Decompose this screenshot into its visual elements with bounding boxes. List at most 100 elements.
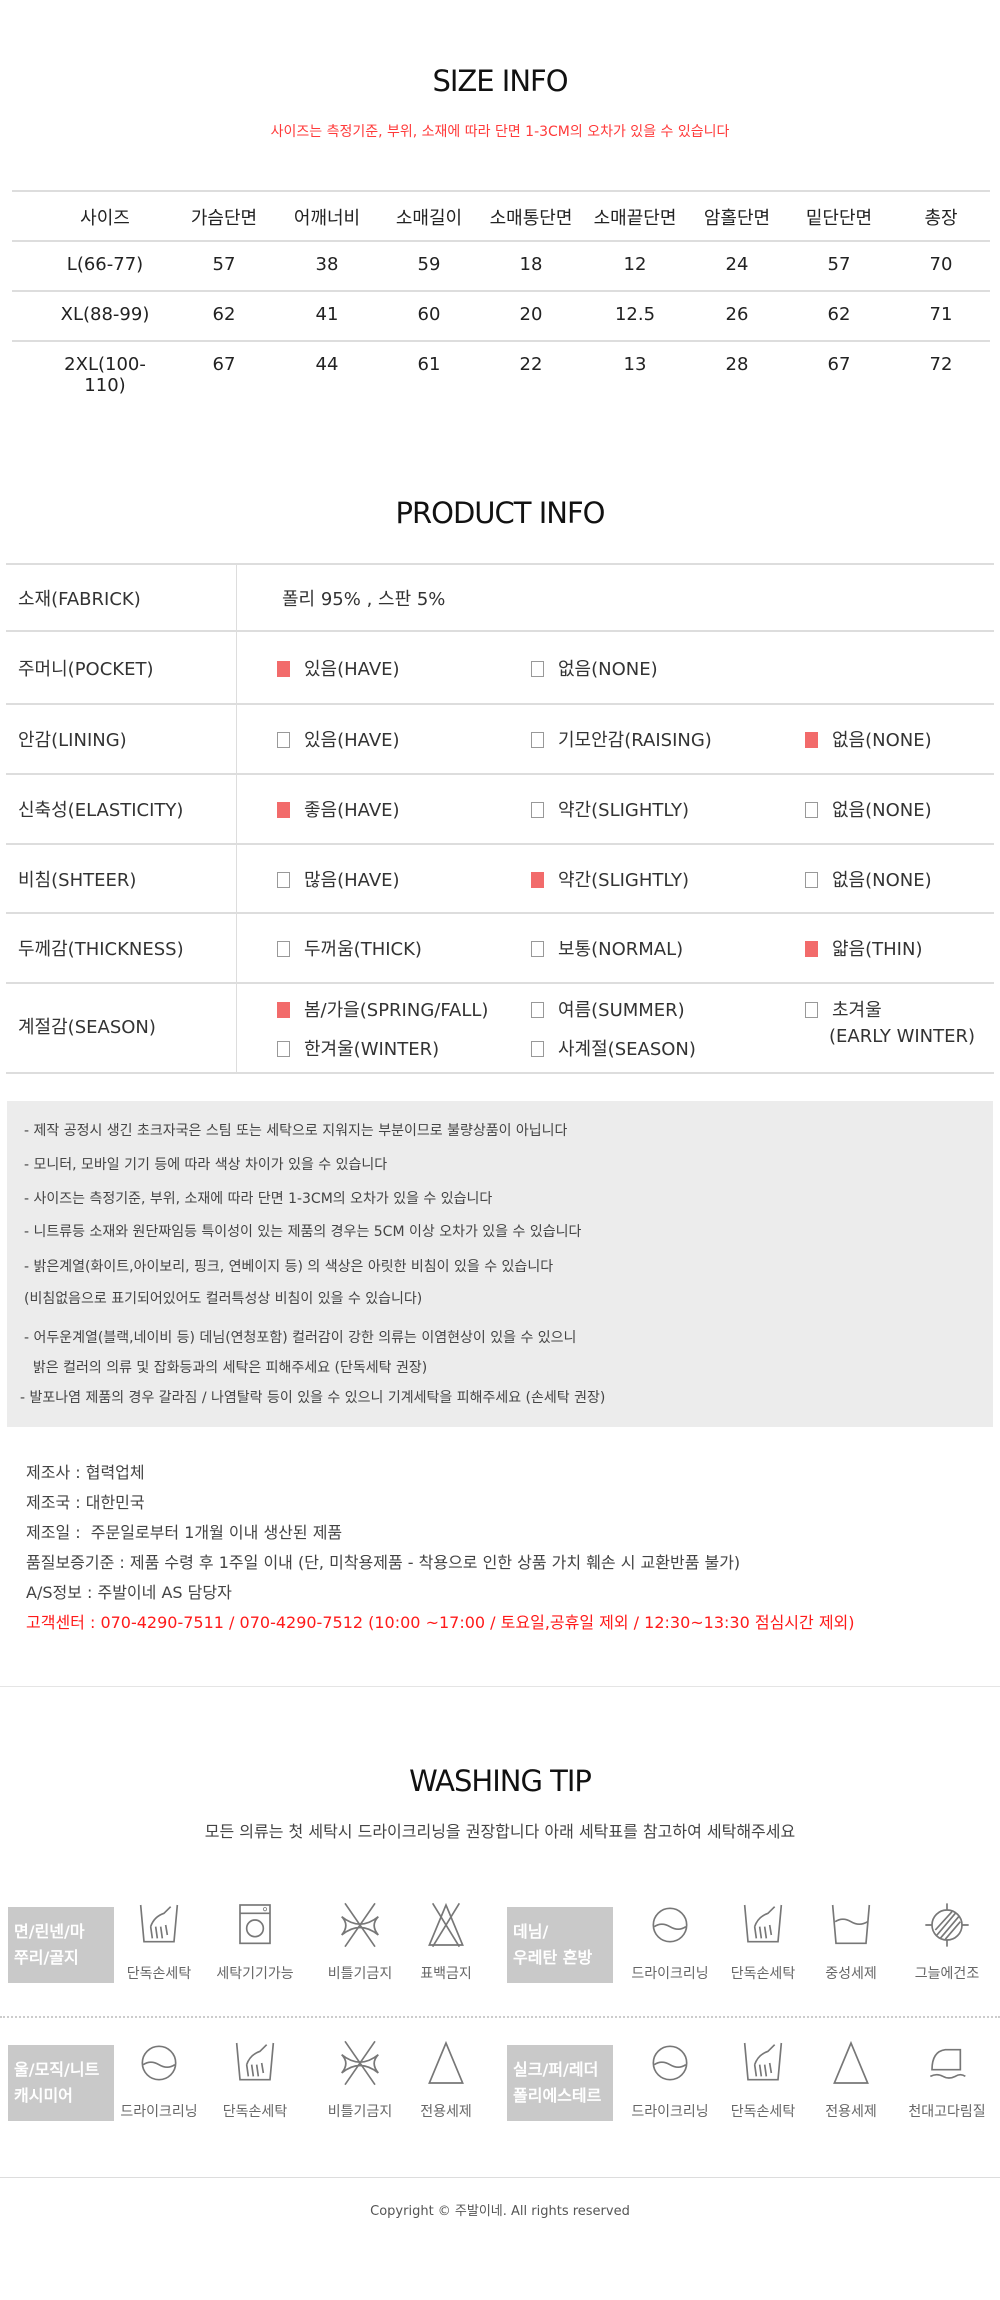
customer-center: 고객센터 : 070-4290-7511 / 070-4290-7512 (10… <box>26 1613 855 1632</box>
dotted-divider <box>0 2016 1000 2018</box>
size-value: 72 <box>929 354 953 375</box>
option: 보통(NORMAL) <box>531 935 683 961</box>
column-header: 암홀단면 <box>703 208 771 229</box>
care-label: 단독손세탁 <box>222 2104 288 2120</box>
option: 한겨울(WINTER) <box>277 1035 439 1061</box>
care-label: 세탁기기가능 <box>216 1966 294 1982</box>
hand-wash-icon <box>225 2039 285 2091</box>
option: 기모안감(RAISING) <box>531 726 712 752</box>
group-name-line: 실크/퍼/레더 <box>513 2060 599 2079</box>
column-header: 가슴단면 <box>190 208 258 229</box>
option-label: 봄/가을(SPRING/FALL) <box>304 1000 489 1021</box>
table-divider <box>12 290 990 292</box>
column-header: 소매끝단면 <box>593 208 677 229</box>
triangle-icon <box>821 2039 881 2091</box>
size-value: 28 <box>725 354 749 375</box>
checkbox-checked-icon <box>805 941 818 957</box>
option: 없음(NONE) <box>531 655 658 681</box>
note-line: (비침없음으로 표기되어있어도 컬러특성상 비침이 있을 수 있습니다) <box>24 1291 423 1307</box>
checkbox-checked-icon <box>805 732 818 748</box>
product-info-title: PRODUCT INFO <box>395 496 606 530</box>
size-value: 59 <box>417 254 441 275</box>
note-line: - 제작 공정시 생긴 초크자국은 스팀 또는 세탁으로 지워지는 부분이므로 … <box>24 1123 568 1139</box>
option-label: 약간(SLIGHTLY) <box>558 800 690 821</box>
row-label: 안감(LINING) <box>18 730 127 751</box>
row-label: 비침(SHTEER) <box>18 869 137 891</box>
table-divider <box>12 340 990 342</box>
option: 사계절(SEASON) <box>531 1035 696 1061</box>
option-label: 여름(SUMMER) <box>558 1000 685 1021</box>
option-label: 초겨울 <box>832 1000 882 1021</box>
group-name-line: 쭈리/골지 <box>14 1948 79 1967</box>
option: 봄/가을(SPRING/FALL) <box>277 996 488 1022</box>
care-label: 전용세제 <box>825 2104 877 2120</box>
size-value: 13 <box>623 354 647 375</box>
option: 있음(HAVE) <box>277 655 400 681</box>
dry-clean-icon <box>129 2039 189 2091</box>
care-label: 드라이크리닝 <box>631 1966 709 1982</box>
column-divider <box>236 563 237 1072</box>
table-row <box>6 843 994 912</box>
size-value: 61 <box>417 354 441 375</box>
care-label: 단독손세탁 <box>730 2104 796 2120</box>
hand-wash-icon <box>733 1901 793 1953</box>
option-label: 있음(HAVE) <box>304 730 400 751</box>
size-notice: 사이즈는 측정기준, 부위, 소재에 따라 단면 1-3CM의 오차가 있을 수… <box>270 124 730 140</box>
option: 좋음(HAVE) <box>277 796 400 822</box>
care-label: 전용세제 <box>420 2104 472 2120</box>
no-wring-icon <box>330 2039 390 2091</box>
fabric-label: 소재(FABRICK) <box>18 589 141 610</box>
option-label: 없음(NONE) <box>832 800 932 821</box>
size-value: 20 <box>519 304 543 325</box>
size-value: 38 <box>315 254 339 275</box>
option-label: 없음(NONE) <box>832 869 932 891</box>
no-wring-icon <box>330 1901 390 1953</box>
checkbox-icon <box>531 1002 544 1018</box>
size-value: 44 <box>315 354 339 375</box>
hand-wash-icon <box>129 1901 189 1953</box>
option: 많음(HAVE) <box>277 866 400 892</box>
checkbox-checked-icon <box>277 1002 290 1018</box>
column-header: 사이즈 <box>80 208 130 229</box>
row-label: 계절감(SEASON) <box>18 1017 156 1038</box>
option-label: 없음(NONE) <box>832 730 932 751</box>
info-line: 제조일 : 주문일로부터 1개월 이내 생산된 제품 <box>26 1523 343 1542</box>
group-name-line: 캐시미어 <box>14 2086 73 2105</box>
care-label: 단독손세탁 <box>730 1966 796 1982</box>
note-line: - 모니터, 모바일 기기 등에 따라 색상 차이가 있을 수 있습니다 <box>24 1157 388 1173</box>
size-value: 71 <box>929 304 953 325</box>
notes-box <box>7 1101 993 1427</box>
footer-divider <box>0 2177 1000 2178</box>
divider <box>0 1686 1000 1687</box>
care-label: 중성세제 <box>825 1966 877 1982</box>
table-divider <box>12 190 990 192</box>
size-value: 57 <box>827 254 851 275</box>
no-bleach-icon <box>416 1901 476 1953</box>
checkbox-icon <box>531 1041 544 1057</box>
column-header: 밑단단면 <box>805 208 873 229</box>
size-value: 26 <box>725 304 749 325</box>
column-header: 어깨너비 <box>293 208 361 229</box>
dry-clean-icon <box>640 1901 700 1953</box>
option: 두꺼움(THICK) <box>277 935 422 961</box>
table-row <box>6 703 994 773</box>
option-label: 좋음(HAVE) <box>304 800 400 821</box>
size-value: 60 <box>417 304 441 325</box>
care-label: 비틀기금지 <box>327 2104 393 2120</box>
size-value: 67 <box>212 354 236 375</box>
option-label: 많음(HAVE) <box>304 869 400 891</box>
checkbox-icon <box>531 802 544 818</box>
care-label: 천대고다림질 <box>908 2104 986 2120</box>
option: 초겨울 (EARLY WINTER) <box>805 996 975 1047</box>
note-line: 밝은 컬러의 의류 및 잡화등과의 세탁은 피해주세요 (단독세탁 권장) <box>24 1360 428 1376</box>
checkbox-icon <box>277 732 290 748</box>
washing-subtitle: 모든 의류는 첫 세탁시 드라이크리닝을 권장합니다 아래 세탁표를 참고하여 … <box>204 1822 796 1841</box>
dry-clean-icon <box>640 2039 700 2091</box>
group-name-line: 면/린넨/마 <box>14 1922 85 1941</box>
note-line: - 밝은계열(화이트,아이보리, 핑크, 연베이지 등) 의 색상은 아릿한 비… <box>24 1259 554 1275</box>
note-line: - 발포나염 제품의 경우 갈라짐 / 나염탈락 등이 있을 수 있으니 기계세… <box>20 1390 606 1406</box>
option: 없음(NONE) <box>805 726 932 752</box>
column-header: 소매통단면 <box>489 208 573 229</box>
option-label: 얇음(THIN) <box>832 939 923 960</box>
